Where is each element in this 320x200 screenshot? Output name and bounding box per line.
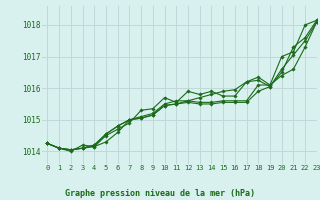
Text: Graphe pression niveau de la mer (hPa): Graphe pression niveau de la mer (hPa) (65, 189, 255, 198)
